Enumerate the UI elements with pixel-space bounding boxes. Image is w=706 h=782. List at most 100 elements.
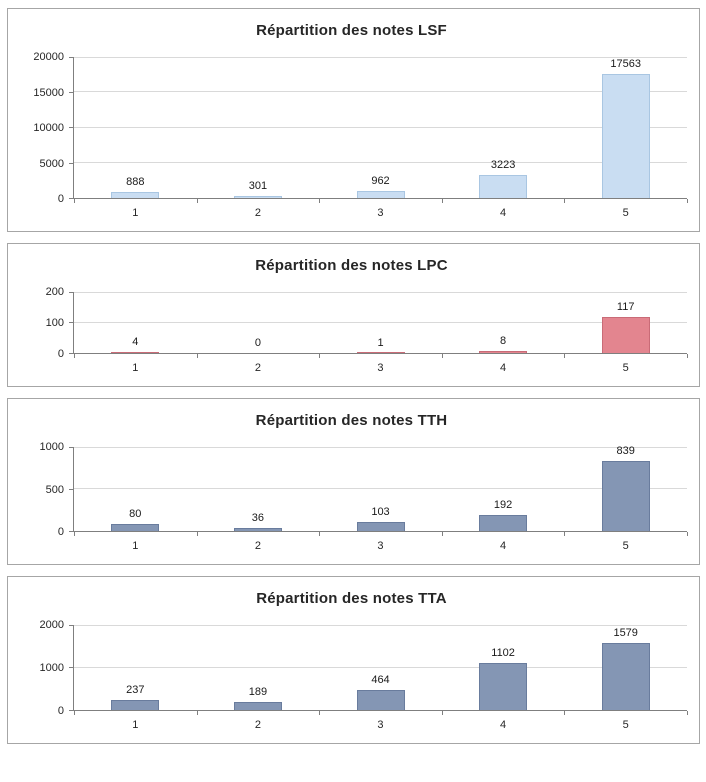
bar-value-label: 117 [616, 301, 635, 314]
bar-value-label: 103 [371, 506, 390, 519]
y-axis-tick [69, 353, 73, 354]
y-axis-tick [69, 322, 73, 323]
bar [601, 642, 650, 710]
x-axis-tick [196, 199, 198, 203]
x-tick-label: 5 [622, 362, 629, 374]
x-axis-tick [196, 711, 198, 715]
x-axis-tick [74, 199, 75, 203]
x-tick-label: 2 [254, 362, 261, 374]
bar-value-label: 1102 [491, 647, 515, 660]
y-axis-tick [69, 292, 73, 293]
bar [356, 352, 405, 353]
x-tick-label: 1 [132, 719, 139, 731]
bar-value-label: 962 [371, 175, 390, 188]
bar-value-label: 4 [132, 335, 139, 348]
x-axis-tick [196, 354, 198, 358]
chart-body: 0 100 200 4 0 1 8 117 [16, 286, 688, 360]
x-axis-tick [441, 711, 443, 715]
x-tick-label: 1 [132, 362, 139, 374]
y-tick-label: 0 [57, 526, 64, 538]
y-axis-tick [69, 531, 73, 532]
bar [479, 350, 528, 353]
y-axis-tick [69, 162, 73, 164]
bar-value-label: 17563 [610, 58, 641, 71]
chart-title: Répartition des notes LPC [255, 257, 448, 274]
bar-value-label: 192 [493, 498, 513, 511]
plot-area: 80 36 103 192 839 [73, 444, 688, 536]
y-tick-label: 5000 [39, 157, 64, 170]
y-tick-label: 500 [45, 483, 64, 496]
bar [356, 191, 405, 198]
bar [601, 460, 650, 531]
x-tick-label: 4 [500, 719, 507, 731]
y-axis-tick [69, 57, 73, 58]
chart-panel-tth: Répartition des notes TTH 0 500 1000 80 36 1… [7, 398, 700, 565]
x-tick-label: 1 [132, 207, 139, 219]
y-axis-tick [69, 625, 73, 626]
gridline [74, 161, 687, 163]
chart-body: 0 1000 2000 237 189 464 1102 1579 [16, 619, 688, 717]
x-axis: 1 2 3 4 5 [74, 354, 687, 374]
bar [479, 663, 528, 710]
bar-value-label: 888 [126, 175, 145, 188]
gridline [74, 488, 687, 489]
bar-value-label: 3223 [490, 159, 516, 172]
x-tick-label: 3 [377, 540, 384, 552]
y-axis: 0 500 1000 [16, 441, 73, 538]
x-axis-tick [687, 354, 688, 358]
bar-value-label: 839 [616, 444, 635, 457]
gridlines [74, 447, 687, 531]
x-tick-label: 3 [377, 207, 384, 219]
x-tick-label: 3 [377, 719, 384, 731]
y-axis-tick [69, 198, 73, 199]
x-axis-tick [74, 711, 75, 715]
x-axis-tick [441, 199, 443, 203]
x-axis-tick [441, 354, 443, 358]
plot-area: 888 301 962 3223 17563 [73, 57, 688, 203]
chart-body: 0 5000 10000 15000 20000 888 301 962 3223 17563 [16, 51, 688, 205]
x-axis: 1 2 3 4 5 [74, 532, 687, 552]
chart-body: 0 500 1000 80 36 103 192 839 [16, 441, 688, 538]
bar-value-label: 464 [371, 674, 390, 687]
x-axis-tick [74, 354, 75, 358]
y-axis-tick [69, 91, 73, 93]
bar-value-label: 1 [377, 336, 384, 349]
y-axis-tick [69, 667, 73, 668]
y-axis: 0 5000 10000 15000 20000 [16, 51, 73, 205]
bar [111, 351, 160, 353]
gridline [74, 321, 687, 323]
y-tick-label: 20000 [33, 51, 64, 63]
x-axis-tick [687, 532, 688, 536]
bar [233, 527, 282, 531]
x-tick-label: 2 [254, 207, 261, 219]
x-axis: 1 2 3 4 5 [74, 711, 687, 731]
bar [479, 514, 528, 531]
bar [111, 191, 160, 198]
x-tick-label: 5 [622, 540, 629, 552]
x-axis-tick [564, 532, 566, 536]
y-axis-tick [69, 447, 73, 448]
x-axis-tick [319, 711, 321, 715]
y-tick-label: 0 [57, 348, 64, 360]
bar [111, 524, 160, 531]
gridline [74, 625, 687, 626]
bar-series: 80 36 103 192 839 [74, 444, 687, 531]
y-tick-label: 10000 [33, 122, 64, 134]
bar-value-label: 1579 [613, 626, 638, 639]
y-axis-tick [69, 710, 73, 711]
x-axis-tick [319, 199, 321, 203]
x-axis-tick [74, 532, 75, 536]
bar-value-label: 8 [500, 334, 507, 347]
bar [601, 74, 650, 198]
bar-value-label: 189 [248, 685, 268, 698]
x-axis-tick [564, 199, 566, 203]
x-tick-label: 2 [254, 719, 261, 731]
bar [356, 522, 405, 531]
x-axis-tick [196, 532, 198, 536]
bar-value-label: 36 [251, 511, 265, 524]
bar [356, 690, 405, 710]
x-tick-label: 4 [500, 540, 507, 552]
bar-value-label: 0 [254, 337, 261, 349]
bar-series: 888 301 962 3223 17563 [74, 57, 687, 198]
y-axis-tick [69, 127, 73, 128]
